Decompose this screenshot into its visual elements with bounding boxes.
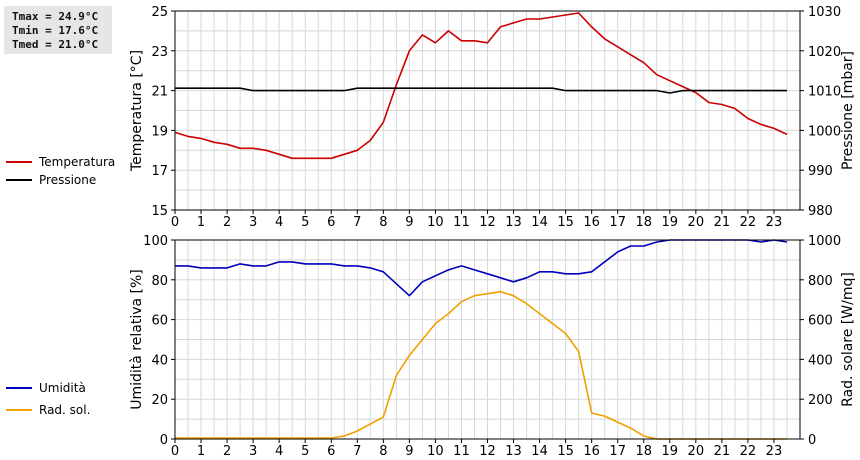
top-xtick-label: 11	[453, 215, 470, 230]
stat-tmed: Tmed = 21.0°C	[12, 38, 99, 51]
legend-label-temperatura: Temperatura	[39, 155, 116, 169]
top-xtick-label: 9	[405, 215, 413, 230]
top-xtick-label: 23	[766, 215, 783, 230]
legend-item-rad-sol: Rad. sol.	[6, 402, 146, 418]
bottom-xtick-label: 10	[427, 444, 444, 459]
bottom-xtick-label: 6	[327, 444, 335, 459]
top-xtick-label: 20	[688, 215, 705, 230]
top-xtick-label: 4	[275, 215, 283, 230]
top-y2tick-label: 1020	[808, 45, 841, 60]
top-xtick-label: 1	[197, 215, 205, 230]
top-xtick-label: 13	[505, 215, 522, 230]
top-xtick-label: 14	[531, 215, 548, 230]
bottom-ytick-label: 60	[151, 314, 168, 329]
legend-item-pressione: Pressione	[6, 172, 146, 188]
legend-item-umidita: Umidità	[6, 380, 146, 396]
bottom-ytick-label: 40	[151, 353, 168, 368]
top-xtick-label: 19	[662, 215, 679, 230]
top-y2tick-label: 1000	[808, 124, 841, 139]
bottom-xtick-label: 9	[405, 444, 413, 459]
bottom-xtick-label: 3	[249, 444, 257, 459]
top-xtick-label: 0	[171, 215, 179, 230]
top-xtick-label: 21	[714, 215, 731, 230]
top-ytick-label: 21	[151, 85, 168, 100]
top-y2label: Pressione [mbar]	[840, 51, 856, 170]
bottom-xtick-label: 18	[635, 444, 652, 459]
top-ytick-label: 19	[151, 124, 168, 139]
top-ylabel: Temperatura [°C]	[129, 50, 145, 172]
bottom-xtick-label: 0	[171, 444, 179, 459]
stat-tmin: Tmin = 17.6°C	[12, 24, 99, 37]
legend-label-rad-sol: Rad. sol.	[39, 403, 91, 417]
top-xtick-label: 5	[301, 215, 309, 230]
bottom-xtick-label: 8	[379, 444, 387, 459]
bottom-y2tick-label: 0	[808, 433, 816, 448]
top-xtick-label: 12	[479, 215, 496, 230]
top-y2tick-label: 990	[808, 164, 833, 179]
bottom-xtick-label: 20	[688, 444, 705, 459]
top-xtick-label: 7	[353, 215, 361, 230]
top-ytick-label: 17	[151, 164, 168, 179]
bottom-y2label: Rad. solare [W/mq]	[840, 272, 856, 407]
stats-box: Tmax = 24.9°C Tmin = 17.6°C Tmed = 21.0°…	[4, 6, 112, 54]
bottom-xtick-label: 5	[301, 444, 309, 459]
bottom-xtick-label: 21	[714, 444, 731, 459]
bottom-ytick-label: 100	[143, 234, 168, 249]
legend-item-temperatura: Temperatura	[6, 154, 146, 170]
top-xtick-label: 2	[223, 215, 231, 230]
legend-label-pressione: Pressione	[39, 173, 97, 187]
legend-label-umidita: Umidità	[39, 381, 86, 395]
bottom-xtick-label: 15	[557, 444, 574, 459]
top-ytick-label: 25	[151, 5, 168, 20]
bottom-y2tick-label: 1000	[808, 234, 841, 249]
top-y2tick-label: 980	[808, 204, 833, 219]
top-series-0	[174, 12, 788, 160]
top-xtick-label: 8	[379, 215, 387, 230]
top-y2tick-label: 1030	[808, 5, 841, 20]
legend-swatch-umidita	[6, 387, 32, 389]
bottom-ytick-label: 80	[151, 274, 168, 289]
stat-tmax: Tmax = 24.9°C	[12, 10, 99, 23]
top-xtick-label: 18	[635, 215, 652, 230]
bottom-xtick-label: 4	[275, 444, 283, 459]
top-xtick-label: 6	[327, 215, 335, 230]
bottom-ylabel: Umidità relativa [%]	[129, 269, 145, 410]
top-y2tick-label: 1010	[808, 85, 841, 100]
bottom-xtick-label: 2	[223, 444, 231, 459]
bottom-y2tick-label: 400	[808, 353, 833, 368]
bottom-xtick-label: 23	[766, 444, 783, 459]
bottom-xtick-label: 13	[505, 444, 522, 459]
bottom-xtick-label: 14	[531, 444, 548, 459]
top-ytick-label: 23	[151, 45, 168, 60]
bottom-xtick-label: 19	[662, 444, 679, 459]
legend-swatch-rad-sol	[6, 409, 32, 411]
bottom-xtick-label: 11	[453, 444, 470, 459]
top-xtick-label: 15	[557, 215, 574, 230]
bottom-xtick-label: 12	[479, 444, 496, 459]
top-xtick-label: 16	[583, 215, 600, 230]
bottom-ytick-label: 0	[160, 433, 168, 448]
legend-swatch-temperatura	[6, 161, 32, 163]
bottom-xtick-label: 17	[609, 444, 626, 459]
bottom-xtick-label: 16	[583, 444, 600, 459]
bottom-xtick-label: 22	[740, 444, 757, 459]
bottom-xtick-label: 1	[197, 444, 205, 459]
bottom-y2tick-label: 600	[808, 314, 833, 329]
top-ytick-label: 15	[151, 204, 168, 219]
bottom-y2tick-label: 200	[808, 393, 833, 408]
legend-swatch-pressione	[6, 179, 32, 181]
bottom-ytick-label: 20	[151, 393, 168, 408]
top-xtick-label: 17	[609, 215, 626, 230]
top-xtick-label: 22	[740, 215, 757, 230]
bottom-y2tick-label: 800	[808, 274, 833, 289]
bottom-xtick-label: 7	[353, 444, 361, 459]
top-xtick-label: 10	[427, 215, 444, 230]
top-series-1	[175, 87, 787, 94]
top-xtick-label: 3	[249, 215, 257, 230]
